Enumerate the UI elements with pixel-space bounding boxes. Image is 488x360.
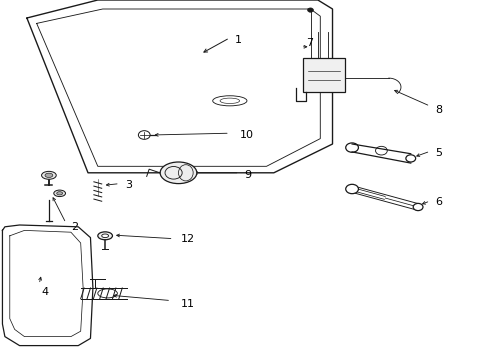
Text: 12: 12 <box>181 234 195 244</box>
Text: 4: 4 <box>41 287 49 297</box>
Circle shape <box>307 8 313 12</box>
Ellipse shape <box>102 234 108 238</box>
Text: 2: 2 <box>71 222 78 232</box>
Bar <box>303 58 344 92</box>
Circle shape <box>412 203 422 211</box>
Text: 11: 11 <box>181 299 195 309</box>
Text: 10: 10 <box>239 130 253 140</box>
Text: 1: 1 <box>234 35 241 45</box>
Ellipse shape <box>98 232 112 240</box>
Text: 9: 9 <box>244 170 251 180</box>
Ellipse shape <box>54 190 65 197</box>
Ellipse shape <box>41 171 56 179</box>
Ellipse shape <box>57 192 62 195</box>
Ellipse shape <box>45 173 53 177</box>
Text: 7: 7 <box>305 38 312 48</box>
Text: 5: 5 <box>434 148 441 158</box>
Circle shape <box>345 184 358 194</box>
Text: 3: 3 <box>124 180 131 190</box>
Text: 8: 8 <box>434 105 442 115</box>
Ellipse shape <box>160 162 196 184</box>
Text: 6: 6 <box>434 197 441 207</box>
